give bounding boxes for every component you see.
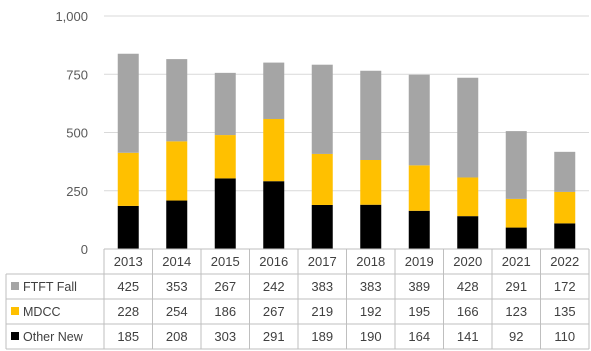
bar-ftft-fall-2022 (554, 151, 576, 192)
bar-mdcc-2022 (554, 191, 576, 224)
bar-other-new-2015 (214, 178, 236, 249)
y-tick-label: 250 (66, 184, 88, 199)
bar-other-new-2013 (117, 205, 139, 249)
legend-swatch (11, 307, 19, 315)
legend-label: MDCC (23, 305, 61, 319)
bar-other-new-2016 (263, 181, 285, 249)
table-cell: 195 (408, 304, 430, 319)
table-cell: 110 (554, 329, 575, 344)
table-header-year: 2020 (453, 254, 482, 269)
bar-ftft-fall-2019 (408, 74, 430, 166)
table-cell: 164 (408, 329, 430, 344)
y-tick-label: 500 (66, 126, 88, 141)
table-header-year: 2017 (308, 254, 337, 269)
bar-ftft-fall-2018 (360, 70, 382, 160)
bar-ftft-fall-2021 (505, 131, 527, 199)
table-cell: 208 (166, 329, 188, 344)
table-header-year: 2015 (211, 254, 240, 269)
table-header-year: 2019 (405, 254, 434, 269)
y-tick-label: 750 (66, 67, 88, 82)
table-cell: 141 (457, 329, 479, 344)
legend-swatch (11, 282, 19, 290)
table-cell: 135 (554, 304, 576, 319)
table-cell: 219 (311, 304, 333, 319)
bar-other-new-2018 (360, 204, 382, 249)
legend-swatch (11, 332, 19, 340)
table-cell: 425 (117, 279, 139, 294)
table-cell: 303 (214, 329, 236, 344)
y-axis: 0 250 500 750 1,000 (55, 9, 88, 257)
bar-other-new-2022 (554, 223, 576, 249)
bar-mdcc-2019 (408, 165, 430, 211)
bar-other-new-2017 (311, 204, 333, 249)
table-cell: 172 (554, 279, 576, 294)
table-cell: 267 (263, 304, 285, 319)
bar-mdcc-2016 (263, 118, 285, 182)
table-header-year: 2021 (502, 254, 531, 269)
bar-other-new-2019 (408, 210, 430, 249)
table-header-year: 2022 (550, 254, 579, 269)
bar-ftft-fall-2016 (263, 62, 285, 119)
table-cell: 192 (360, 304, 382, 319)
legend-label: Other New (23, 330, 84, 344)
table-cell: 353 (166, 279, 188, 294)
bar-ftft-fall-2017 (311, 64, 333, 154)
bar-mdcc-2017 (311, 153, 333, 205)
y-tick-label: 0 (81, 242, 88, 257)
bar-mdcc-2021 (505, 198, 527, 228)
table-cell: 92 (509, 329, 523, 344)
bar-ftft-fall-2014 (166, 59, 188, 142)
table-header-year: 2014 (162, 254, 191, 269)
table-cell: 389 (408, 279, 430, 294)
bar-other-new-2014 (166, 200, 188, 249)
table-cell: 254 (166, 304, 188, 319)
bar-mdcc-2014 (166, 141, 188, 201)
table-cell: 189 (311, 329, 333, 344)
table-header-year: 2016 (259, 254, 288, 269)
table-cell: 267 (214, 279, 236, 294)
table-cell: 185 (117, 329, 139, 344)
table-cell: 291 (263, 329, 285, 344)
table-cell: 190 (360, 329, 382, 344)
bars (117, 53, 576, 249)
table-cell: 383 (311, 279, 333, 294)
bar-mdcc-2020 (457, 177, 479, 217)
table-cell: 186 (214, 304, 236, 319)
legend-label: FTFT Fall (23, 280, 77, 294)
table-cell: 291 (505, 279, 527, 294)
y-tick-label: 1,000 (55, 9, 88, 24)
bar-other-new-2020 (457, 216, 479, 249)
table-cell: 383 (360, 279, 382, 294)
table-cell: 166 (457, 304, 479, 319)
table-header-year: 2018 (356, 254, 385, 269)
table-cell: 228 (117, 304, 139, 319)
table-header-year: 2013 (114, 254, 143, 269)
bar-other-new-2021 (505, 227, 527, 249)
bar-mdcc-2018 (360, 159, 382, 205)
bar-mdcc-2013 (117, 152, 139, 206)
table-cell: 123 (505, 304, 527, 319)
table-cell: 428 (457, 279, 479, 294)
bar-ftft-fall-2020 (457, 77, 479, 178)
bar-ftft-fall-2013 (117, 53, 139, 153)
bar-ftft-fall-2015 (214, 72, 236, 136)
data-table: 2013 2014 2015 2016 2017 2018 2019 2020 2021 2022… (5, 248, 590, 350)
table-cell: 242 (263, 279, 285, 294)
bar-mdcc-2015 (214, 135, 236, 179)
